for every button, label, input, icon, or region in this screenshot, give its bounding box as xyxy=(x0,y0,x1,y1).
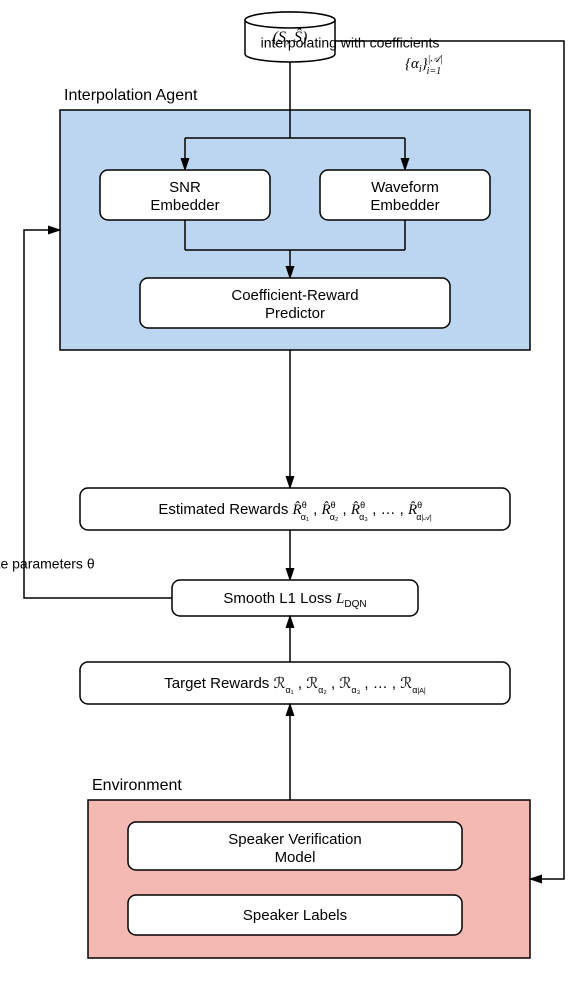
svg-text:Speaker Labels: Speaker Labels xyxy=(243,907,347,924)
svg-text:Environment: Environment xyxy=(92,777,182,794)
svg-text:{αi}|𝒜|i=1: {αi}|𝒜|i=1 xyxy=(405,54,443,77)
svg-text:Coefficient-Reward: Coefficient-Reward xyxy=(231,287,358,304)
svg-text:Interpolation Agent: Interpolation Agent xyxy=(64,87,198,104)
svg-text:Embedder: Embedder xyxy=(370,197,439,214)
svg-text:Embedder: Embedder xyxy=(150,197,219,214)
svg-text:Speaker Verification: Speaker Verification xyxy=(228,831,361,848)
svg-text:Waveform: Waveform xyxy=(371,179,439,196)
svg-text:SNR: SNR xyxy=(169,179,201,196)
svg-text:Model: Model xyxy=(275,849,316,866)
svg-text:update parameters θ: update parameters θ xyxy=(0,556,95,572)
svg-text:interpolating with coefficient: interpolating with coefficients xyxy=(261,35,440,51)
svg-text:Predictor: Predictor xyxy=(265,305,325,322)
